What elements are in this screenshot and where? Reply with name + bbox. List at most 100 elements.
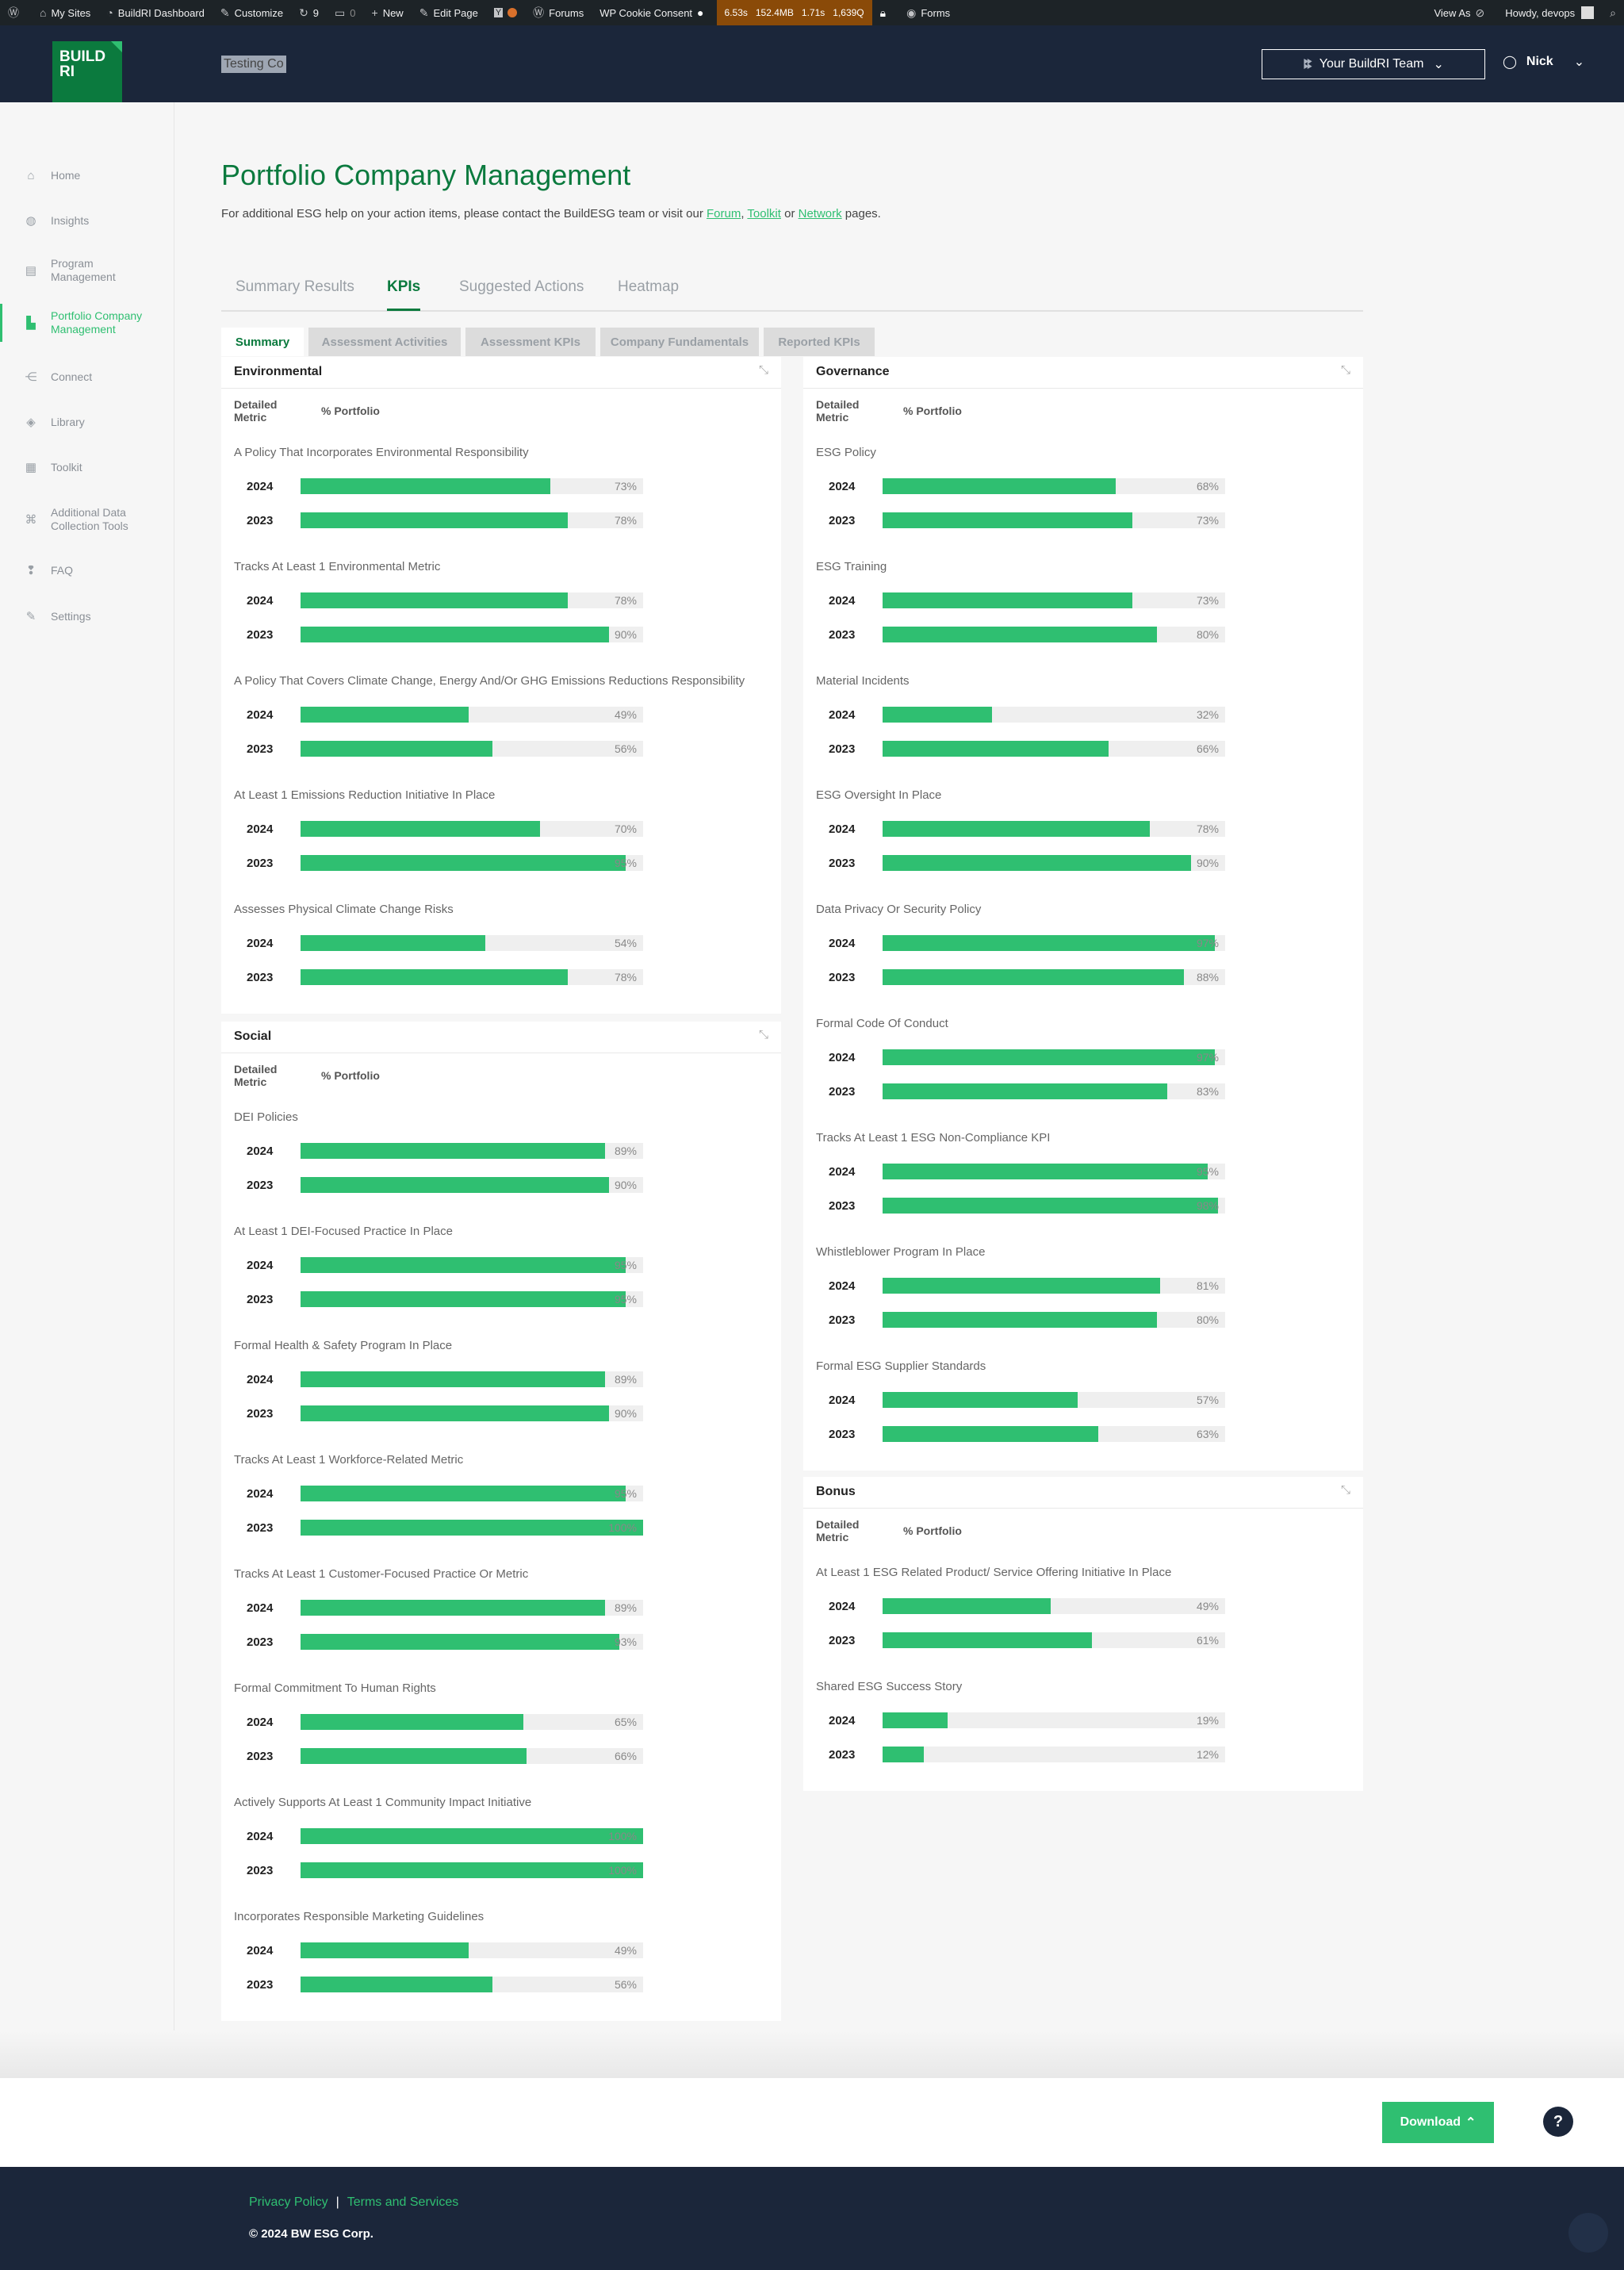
howdy-label: Howdy, devops xyxy=(1505,6,1576,19)
progress-bar xyxy=(883,1278,1160,1294)
progress-track: 70% xyxy=(301,821,643,837)
tab-kpis[interactable]: KPIs xyxy=(387,278,421,311)
sidebar-item-label: Insights xyxy=(51,213,90,227)
toolkit-link[interactable]: Toolkit xyxy=(747,207,781,220)
progress-bar xyxy=(301,1600,606,1616)
panel-title: Bonus xyxy=(816,1485,856,1498)
tab-summary-results[interactable]: Summary Results xyxy=(236,278,354,295)
subtab-assessment-kpis[interactable]: Assessment KPIs xyxy=(465,328,596,356)
sidebar-item-portfolio-company-management[interactable]: ▙ Portfolio Company Management xyxy=(0,304,174,342)
row-percent: 32% xyxy=(1196,708,1219,721)
terms-link[interactable]: Terms and Services xyxy=(347,2195,459,2209)
row-percent: 63% xyxy=(1196,1428,1219,1440)
row-year: 2023 xyxy=(829,514,856,527)
row-year: 2024 xyxy=(829,822,856,836)
row-year: 2023 xyxy=(247,1521,274,1535)
row-year: 2023 xyxy=(829,1428,856,1441)
intro-sep-1: , xyxy=(741,207,748,220)
row-year: 2023 xyxy=(829,1748,856,1762)
privacy-policy-link[interactable]: Privacy Policy xyxy=(249,2195,328,2209)
metric-name: Material Incidents xyxy=(816,674,910,688)
metric-name: Tracks At Least 1 ESG Non-Compliance KPI xyxy=(816,1131,1051,1145)
subtab-assessment-activities[interactable]: Assessment Activities xyxy=(308,328,461,356)
cookie-icon: ● xyxy=(697,6,704,19)
row-year: 2024 xyxy=(247,1259,274,1272)
row-year: 2023 xyxy=(247,1978,274,1992)
metric-row: 2024 73% xyxy=(816,590,1244,611)
comments-link[interactable]: ▭ 0 xyxy=(327,0,363,25)
dashboard-link[interactable]: ◔ BuildRI Dashboard xyxy=(98,0,213,25)
metric-name: Tracks At Least 1 Workforce-Related Metr… xyxy=(234,1453,464,1467)
progress-bar xyxy=(883,1049,1216,1065)
collapse-icon[interactable]: ⤡ xyxy=(758,1028,768,1041)
metric-name: Formal Commitment To Human Rights xyxy=(234,1681,436,1695)
metric-row: 2023 90% xyxy=(816,853,1244,873)
sidebar-item-label: Portfolio Company Management xyxy=(51,309,143,336)
cookie-consent-link[interactable]: WP Cookie Consent ● xyxy=(592,0,716,25)
subtab-reported-kpis[interactable]: Reported KPIs xyxy=(764,328,875,356)
sidebar-item-settings[interactable]: ✎ Settings xyxy=(0,608,174,624)
progress-bar xyxy=(883,935,1216,951)
progress-bar xyxy=(301,512,568,528)
team-dropdown-button[interactable]: ꔪꔪ Your BuildRI Team ⌄ xyxy=(1262,49,1485,79)
updates-link[interactable]: ↻ 9 xyxy=(291,0,327,25)
howdy-account-link[interactable]: Howdy, devops xyxy=(1497,0,1602,25)
progress-track: 66% xyxy=(301,1748,643,1764)
search-button[interactable]: ⌕ xyxy=(1602,0,1624,25)
help-button[interactable]: ? xyxy=(1543,2107,1573,2137)
sidebar-item-program-management[interactable]: ▤ Program Management xyxy=(0,256,174,285)
metric-item: Tracks At Least 1 Workforce-Related Metr… xyxy=(234,1453,773,1567)
yoast-link[interactable]: Y xyxy=(486,0,525,25)
chat-bubble[interactable] xyxy=(1568,2213,1608,2253)
view-as-link[interactable]: View As ⊘ xyxy=(1426,0,1497,25)
layers-icon: ◈ xyxy=(26,416,36,429)
collapse-icon[interactable]: ⤡ xyxy=(1340,363,1350,377)
progress-track: 63% xyxy=(883,1426,1225,1442)
forms-link[interactable]: ◉ Forms xyxy=(898,0,958,25)
metric-row: 2024 49% xyxy=(234,1940,662,1961)
buildri-logo[interactable]: BUILD RI xyxy=(52,41,122,111)
progress-track: 49% xyxy=(301,707,643,723)
row-year: 2023 xyxy=(247,514,274,527)
download-button[interactable]: Download ⌃ xyxy=(1382,2102,1494,2143)
wordpress-icon: Ⓦ xyxy=(8,6,19,19)
edit-page-link[interactable]: ✎ Edit Page xyxy=(412,0,486,25)
my-sites-link[interactable]: ⌂ My Sites xyxy=(32,0,98,25)
subtab-company-fundamentals[interactable]: Company Fundamentals xyxy=(600,328,759,356)
wp-logo-button[interactable]: Ⓦ xyxy=(0,0,32,25)
customize-link[interactable]: ✎ Customize xyxy=(213,0,291,25)
subtab-summary[interactable]: Summary xyxy=(221,328,304,356)
tab-suggested-actions[interactable]: Suggested Actions xyxy=(459,278,584,295)
row-year: 2024 xyxy=(247,1145,274,1158)
row-year: 2023 xyxy=(829,1199,856,1213)
progress-bar xyxy=(883,627,1157,642)
new-link[interactable]: + New xyxy=(364,0,412,25)
metric-name: Formal Code Of Conduct xyxy=(816,1017,948,1030)
sidebar-item-toolkit[interactable]: ▦ Toolkit xyxy=(0,459,174,475)
sidebar-item-label: Additional Data Collection Tools xyxy=(51,506,128,532)
tab-heatmap[interactable]: Heatmap xyxy=(618,278,680,295)
sidebar-item-home[interactable]: ⌂ Home xyxy=(0,167,174,183)
row-percent: 61% xyxy=(1196,1634,1219,1647)
network-link[interactable]: Network xyxy=(798,207,842,220)
lock-link[interactable]: 🔒︎ xyxy=(872,0,898,25)
sidebar-item-additional-data-collection-tools[interactable]: ⌘ Additional Data Collection Tools xyxy=(0,505,174,534)
forum-link[interactable]: Forum xyxy=(706,207,741,220)
row-year: 2024 xyxy=(829,480,856,493)
collapse-icon[interactable]: ⤡ xyxy=(1340,1483,1350,1497)
progress-bar xyxy=(301,1405,609,1421)
collapse-icon[interactable]: ⤡ xyxy=(758,363,768,377)
sidebar-item-library[interactable]: ◈ Library xyxy=(0,414,174,430)
forums-link[interactable]: Ⓦ Forums xyxy=(525,0,592,25)
progress-bar xyxy=(301,1634,619,1650)
progress-track: 100% xyxy=(301,1862,643,1878)
page-bottom-shadow xyxy=(0,2030,1624,2078)
sidebar-item-insights[interactable]: ◍ Insights xyxy=(0,213,174,228)
query-monitor-button[interactable]: 6.53s 152.4MB 1.71s 1,639Q xyxy=(716,0,872,25)
progress-bar xyxy=(883,592,1133,608)
column-header-metric: Detailed Metric xyxy=(816,398,860,424)
metric-item: ESG Training 2024 73% 2023 80% xyxy=(816,560,1355,674)
user-menu[interactable]: ◯ Nick ⌄ xyxy=(1503,54,1584,70)
sidebar-item-faq[interactable]: ❢ FAQ xyxy=(0,562,174,578)
sidebar-item-connect[interactable]: ⋲ Connect xyxy=(0,369,174,385)
